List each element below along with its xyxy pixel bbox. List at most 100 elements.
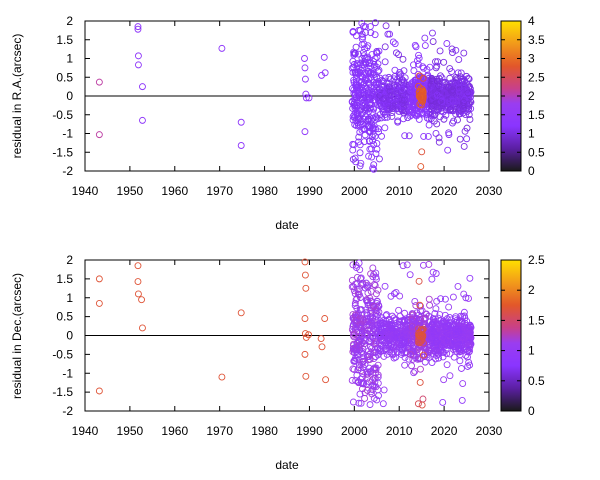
dec-data-point xyxy=(356,390,364,398)
dec-data-point xyxy=(459,335,467,342)
ra-data-point xyxy=(380,94,388,102)
ra-data-point xyxy=(358,64,366,72)
ra-data-point xyxy=(452,101,460,108)
dec-data-point xyxy=(318,343,326,351)
ra-data-point xyxy=(360,94,367,102)
ra-data-point xyxy=(377,101,385,109)
dec-scatter-points xyxy=(95,258,475,409)
dec-data-point xyxy=(374,379,382,387)
ra-data-point xyxy=(355,82,362,89)
dec-data-point xyxy=(358,380,366,388)
ra-data-point xyxy=(455,56,463,64)
ra-colorbar-tick-label: 3 xyxy=(528,52,535,66)
ra-data-point xyxy=(368,145,375,153)
ra-data-point xyxy=(301,55,308,62)
dec-data-point xyxy=(381,339,389,347)
dec-data-point xyxy=(454,327,462,335)
dec-data-point xyxy=(351,290,359,298)
ra-data-point xyxy=(423,66,431,74)
ra-data-point xyxy=(450,117,457,125)
ra-data-point xyxy=(380,100,388,107)
ra-data-point xyxy=(398,85,406,93)
dec-data-point xyxy=(427,332,435,340)
dec-data-point xyxy=(374,298,381,305)
ra-data-point xyxy=(373,73,381,81)
dec-data-point xyxy=(358,332,366,340)
ra-data-point xyxy=(449,86,457,94)
ra-data-point xyxy=(440,84,448,92)
dec-data-point xyxy=(356,335,364,343)
dec-data-point xyxy=(464,342,472,350)
dec-data-point xyxy=(432,331,440,339)
dec-data-point xyxy=(134,278,142,285)
dec-data-point xyxy=(389,334,397,342)
ra-data-point xyxy=(372,150,380,158)
dec-data-point xyxy=(387,323,395,330)
ra-data-point xyxy=(365,79,373,87)
dec-data-point xyxy=(139,324,146,332)
dec-data-point xyxy=(317,335,325,342)
dec-data-point xyxy=(367,349,375,357)
dec-data-point xyxy=(350,340,357,348)
ra-data-point xyxy=(444,146,452,154)
ra-data-point xyxy=(367,62,374,70)
ra-data-point xyxy=(433,91,441,99)
ra-data-point xyxy=(387,91,395,99)
ra-data-point xyxy=(134,25,142,33)
dec-data-point xyxy=(408,315,416,323)
dec-data-point xyxy=(443,315,451,323)
dec-data-point xyxy=(464,346,472,354)
dec-data-point xyxy=(95,275,103,283)
dec-data-point xyxy=(363,282,371,290)
ra-data-point xyxy=(365,76,373,83)
dec-data-point xyxy=(354,314,362,321)
ra-data-point xyxy=(411,105,419,113)
dec-colorbar-tick-label: 0.5 xyxy=(528,374,545,388)
dec-data-point xyxy=(366,301,374,309)
dec-y-tick-label: -0.5 xyxy=(52,347,73,361)
ra-data-point xyxy=(381,58,389,66)
ra-data-point xyxy=(361,71,368,79)
dec-data-point xyxy=(301,330,309,338)
dec-x-tick-label: 1950 xyxy=(117,424,144,438)
dec-data-point xyxy=(366,315,374,323)
dec-data-point xyxy=(380,386,388,394)
dec-data-point xyxy=(431,310,439,318)
dec-data-point xyxy=(384,333,392,341)
dec-x-tick-label: 2000 xyxy=(341,424,368,438)
ra-colorbar-tick-label: 0.5 xyxy=(528,145,545,159)
dec-data-point xyxy=(458,365,465,372)
dec-data-point xyxy=(445,303,453,311)
dec-data-point xyxy=(466,340,474,348)
dec-y-tick-label: -1.5 xyxy=(52,385,73,399)
ra-data-point xyxy=(356,149,364,157)
dec-y-tick-label: 1.5 xyxy=(56,272,73,286)
ra-data-point xyxy=(351,91,359,98)
dec-data-point xyxy=(383,331,391,339)
dec-data-point xyxy=(376,319,384,327)
ra-data-point xyxy=(429,29,436,37)
ra-data-point xyxy=(424,132,432,140)
dec-data-point xyxy=(417,365,424,373)
dec-data-point xyxy=(430,318,438,326)
ra-data-point xyxy=(379,77,387,85)
ra-data-point xyxy=(391,87,398,95)
ra-data-point xyxy=(369,108,377,116)
ra-data-point xyxy=(466,116,474,123)
dec-y-tick-label: 2 xyxy=(66,253,73,267)
ra-colorbar-tick-label: 4 xyxy=(528,14,535,28)
ra-data-point xyxy=(400,67,408,75)
ra-data-point xyxy=(362,29,369,36)
dec-data-point xyxy=(378,326,386,334)
dec-data-point xyxy=(378,337,386,345)
dec-data-point xyxy=(408,362,415,370)
ra-data-point xyxy=(134,52,142,60)
dec-data-point xyxy=(95,387,103,395)
ra-data-point xyxy=(371,31,379,39)
dec-data-point xyxy=(356,294,364,301)
ra-data-point xyxy=(454,69,462,77)
ra-data-point xyxy=(432,130,440,137)
dec-x-tick-label: 2030 xyxy=(476,424,503,438)
ra-data-point xyxy=(446,106,454,114)
